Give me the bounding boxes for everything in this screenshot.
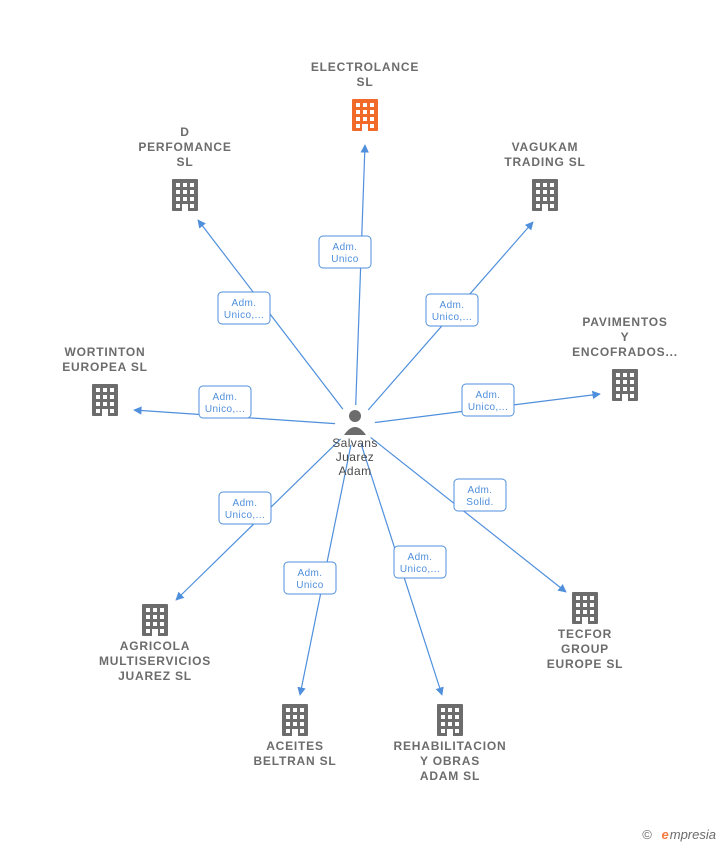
edge-label-text: Adm. [476,390,501,401]
edge-label-text: Solid. [466,497,493,508]
edge-label-text: Unico,... [205,404,245,415]
building-icon [282,704,308,736]
edge-label-text: Adm. [468,485,493,496]
svg-text:JUAREZ SL: JUAREZ SL [118,669,192,683]
svg-text:TRADING SL: TRADING SL [504,155,585,169]
edge-label-text: Adm. [233,498,258,509]
svg-text:REHABILITACION: REHABILITACION [394,739,507,753]
svg-text:PERFOMANCE: PERFOMANCE [138,140,231,154]
svg-text:ACEITES: ACEITES [266,739,324,753]
person-icon [344,410,366,435]
edge-label-text: Adm. [408,552,433,563]
node-label: VAGUKAMTRADING SL [504,140,585,169]
node-label: DPERFOMANCESL [138,125,231,169]
edge-label-text: Unico,... [400,564,440,575]
svg-text:EUROPEA SL: EUROPEA SL [62,360,148,374]
building-icon [352,99,378,131]
building-icon [92,384,118,416]
footer-attribution: © empresia [642,827,716,842]
svg-text:EUROPE SL: EUROPE SL [547,657,624,671]
svg-text:ENCOFRADOS...: ENCOFRADOS... [572,345,678,359]
svg-text:ADAM SL: ADAM SL [420,769,480,783]
edge-line [356,145,365,405]
svg-text:AGRICOLA: AGRICOLA [120,639,190,653]
node-label: WORTINTONEUROPEA SL [62,345,148,374]
edge-label-text: Adm. [333,242,358,253]
building-icon [437,704,463,736]
nodes-layer: ELECTROLANCESLDPERFOMANCESLVAGUKAMTRADIN… [62,60,678,783]
svg-text:GROUP: GROUP [561,642,609,656]
node-label: PAVIMENTOSYENCOFRADOS... [572,315,678,359]
svg-text:VAGUKAM: VAGUKAM [512,140,579,154]
svg-text:ELECTROLANCE: ELECTROLANCE [311,60,419,74]
node-label: ELECTROLANCESL [311,60,419,89]
svg-text:PAVIMENTOS: PAVIMENTOS [582,315,667,329]
svg-text:BELTRAN SL: BELTRAN SL [253,754,336,768]
center-node: SalvansJuarezAdam [332,410,378,478]
node-label: AGRICOLAMULTISERVICIOSJUAREZ SL [99,639,211,683]
node-label: ACEITESBELTRAN SL [253,739,336,768]
center-label: Adam [339,464,372,478]
edge-label-text: Adm. [298,568,323,579]
edge-label-text: Adm. [440,300,465,311]
building-icon [172,179,198,211]
edge-label-text: Unico,... [468,402,508,413]
edge-label-text: Unico,... [224,310,264,321]
edge-label-text: Unico,... [432,312,472,323]
svg-text:Y OBRAS: Y OBRAS [420,754,480,768]
center-label: Salvans [332,436,378,450]
network-diagram: Adm.UnicoAdm.Unico,...Adm.Unico,...Adm.U… [0,0,728,850]
brand-initial: e [662,827,669,842]
node-label: REHABILITACIONY OBRASADAM SL [394,739,507,783]
building-icon [532,179,558,211]
center-label: Juarez [336,450,374,464]
node-label: TECFORGROUPEUROPE SL [547,627,624,671]
edge-label-text: Adm. [232,298,257,309]
edges-layer [134,145,600,695]
svg-text:MULTISERVICIOS: MULTISERVICIOS [99,654,211,668]
svg-text:WORTINTON: WORTINTON [65,345,146,359]
edge-label-text: Unico,... [225,510,265,521]
edge-label-text: Adm. [213,392,238,403]
building-icon [612,369,638,401]
edge-label-text: Unico [296,580,324,591]
svg-text:Y: Y [621,330,630,344]
building-icon [142,604,168,636]
brand-rest: mpresia [670,827,716,842]
edge-label-text: Unico [331,254,359,265]
svg-text:TECFOR: TECFOR [558,627,612,641]
building-icon [572,592,598,624]
copyright-symbol: © [642,827,652,842]
svg-text:D: D [180,125,189,139]
svg-text:SL: SL [357,75,374,89]
svg-text:SL: SL [177,155,194,169]
